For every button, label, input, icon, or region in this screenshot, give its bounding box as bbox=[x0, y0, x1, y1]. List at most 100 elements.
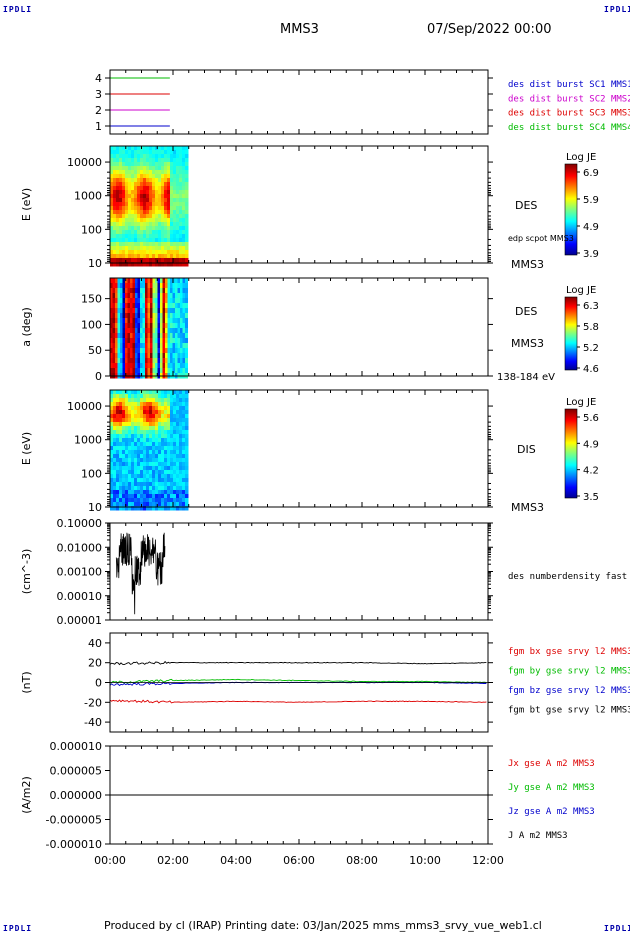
des-energy-cell bbox=[134, 214, 138, 219]
des-energy-cell bbox=[122, 198, 126, 203]
time-axis-label: 08:00 bbox=[346, 854, 378, 867]
dis-energy-cell bbox=[170, 446, 174, 451]
des-pitch-cell bbox=[165, 343, 168, 349]
dis-energy-cell bbox=[113, 438, 117, 443]
des-pitch-cell bbox=[175, 318, 178, 324]
des-energy-cell bbox=[149, 254, 153, 259]
dis-energy-cell bbox=[119, 498, 123, 503]
des-pitch-cell bbox=[112, 338, 116, 344]
des-pitch-cell bbox=[130, 318, 133, 324]
des-energy-cell bbox=[140, 234, 144, 239]
dis-energy-cell bbox=[140, 470, 144, 475]
des-energy-cell bbox=[128, 206, 132, 211]
dis-energy-cell bbox=[167, 470, 171, 475]
dis-energy-cell bbox=[176, 494, 180, 499]
des-pitch-cell bbox=[147, 338, 151, 344]
des-pitch-cell bbox=[142, 298, 146, 304]
des-energy-cell bbox=[128, 226, 132, 231]
des-energy-cell bbox=[143, 246, 147, 251]
des-pitch-cell bbox=[147, 278, 151, 284]
dis-energy-cell bbox=[137, 446, 141, 451]
dis-energy-cell bbox=[122, 478, 126, 483]
density-ylabel: (cm^-3) bbox=[20, 549, 33, 595]
des-energy-cell bbox=[164, 158, 168, 163]
des-pitch-cell bbox=[120, 318, 123, 324]
dis-energy-cell bbox=[110, 446, 114, 451]
dis-energy-cell bbox=[116, 394, 120, 399]
des-energy-cell bbox=[152, 190, 156, 195]
des-pitch-cell bbox=[157, 308, 161, 314]
des-energy-cell bbox=[182, 258, 186, 263]
des-pitch-cell bbox=[135, 363, 138, 369]
des-energy-cell bbox=[152, 234, 156, 239]
dis-energy-cell bbox=[164, 458, 168, 463]
dis-energy-cell bbox=[128, 394, 132, 399]
des-pitch-cell bbox=[180, 363, 183, 369]
dis-energy-cell bbox=[113, 498, 117, 503]
dis-energy-cell bbox=[113, 446, 117, 451]
des-pitch-cell bbox=[162, 353, 166, 359]
dis-energy-cell bbox=[131, 462, 135, 467]
des-energy-cell bbox=[149, 178, 153, 183]
des-pitch-cell bbox=[165, 288, 168, 294]
dis-energy-cell bbox=[137, 462, 141, 467]
des-energy-cell bbox=[131, 238, 135, 243]
dis-energy-cell bbox=[155, 394, 159, 399]
des-energy-cell bbox=[146, 166, 150, 171]
dis-energy-cell bbox=[170, 430, 174, 435]
des-pitch-cell bbox=[112, 353, 116, 359]
des-energy-cell bbox=[113, 210, 117, 215]
dis-energy-cell bbox=[131, 426, 135, 431]
des-pitch-cell bbox=[122, 283, 126, 289]
des-pitch-cell bbox=[135, 308, 138, 314]
des-pitch-cell bbox=[120, 288, 123, 294]
des-energy-cell bbox=[152, 154, 156, 159]
dis-energy-cell bbox=[155, 454, 159, 459]
des-energy-cell bbox=[182, 198, 186, 203]
dis-energy-cell bbox=[113, 394, 117, 399]
des-energy-cell bbox=[128, 146, 132, 151]
des-pitch-cell bbox=[137, 368, 141, 374]
des-energy-cell bbox=[170, 190, 174, 195]
dis-energy-cell bbox=[143, 482, 147, 487]
current-legend-1: Jx gse A m2 MMS3 bbox=[508, 759, 595, 769]
des-energy-cell bbox=[158, 262, 162, 267]
des-energy-cell bbox=[176, 254, 180, 259]
des-pitch-colorbar-tick-label: 4.6 bbox=[583, 364, 599, 375]
des-energy-cell bbox=[185, 150, 189, 155]
dis-energy-cell bbox=[164, 406, 168, 411]
des-energy-cell bbox=[143, 194, 147, 199]
coverage-legend-1: des dist burst SC1 MMS1 bbox=[508, 80, 630, 90]
des-energy-cell bbox=[182, 158, 186, 163]
dis-energy-cell bbox=[170, 442, 174, 447]
des-pitch-cell bbox=[147, 333, 151, 339]
dis-energy-cell bbox=[155, 438, 159, 443]
des-energy-cell bbox=[167, 206, 171, 211]
dis-energy-cell bbox=[176, 398, 180, 403]
dis-energy-cell bbox=[128, 450, 132, 455]
dis-energy-cell bbox=[179, 450, 183, 455]
des-energy-cell bbox=[140, 246, 144, 251]
des-energy-cell bbox=[176, 154, 180, 159]
des-energy-cell bbox=[152, 162, 156, 167]
des-energy-sc-label: MMS3 bbox=[511, 258, 544, 271]
dis-energy-cell bbox=[179, 442, 183, 447]
dis-energy-cell bbox=[137, 478, 141, 483]
des-energy-cell bbox=[116, 230, 120, 235]
dis-energy-cell bbox=[152, 502, 156, 507]
coverage-y-tick-label: 4 bbox=[95, 72, 102, 85]
des-energy-cell bbox=[179, 166, 183, 171]
dis-energy-cell bbox=[167, 398, 171, 403]
des-pitch-cell bbox=[150, 278, 153, 284]
dis-energy-cell bbox=[110, 430, 114, 435]
des-energy-cell bbox=[116, 246, 120, 251]
des-pitch-cell bbox=[152, 298, 156, 304]
dis-energy-cell bbox=[152, 450, 156, 455]
des-pitch-cell bbox=[165, 338, 168, 344]
dis-energy-cell bbox=[152, 410, 156, 415]
des-pitch-cell bbox=[165, 368, 168, 374]
des-pitch-cell bbox=[147, 308, 151, 314]
des-energy-cell bbox=[170, 214, 174, 219]
des-pitch-cell bbox=[182, 328, 186, 334]
des-pitch-cell bbox=[117, 278, 121, 284]
